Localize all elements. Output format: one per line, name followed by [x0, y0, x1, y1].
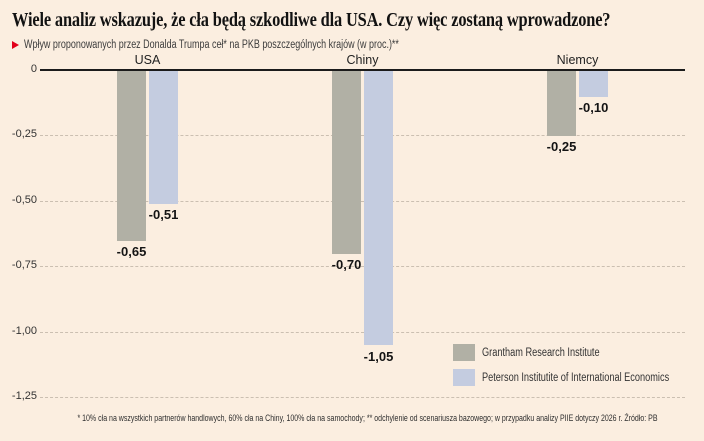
category-label-niemcy: Niemcy — [556, 53, 599, 67]
red-triangle-bullet-icon — [12, 41, 19, 49]
y-tick-label: 0 — [30, 63, 37, 75]
y-tick-label: -0,75 — [11, 259, 37, 272]
bar-usa-series-0 — [117, 70, 146, 241]
value-label: -0,25 — [546, 139, 577, 155]
grid-line — [40, 397, 685, 398]
legend-swatch-gray — [453, 344, 475, 361]
y-tick-label: -1,00 — [11, 324, 37, 337]
y-tick-label: -0,25 — [11, 128, 37, 141]
chart-subtitle: Wpływ proponowanych przez Donalda Trumpa… — [24, 39, 399, 51]
value-label: -0,65 — [116, 244, 147, 260]
grid-line — [40, 200, 685, 202]
page-title: Wiele analiz wskazuje, że cła będą szkod… — [12, 9, 611, 31]
bar-usa-series-1 — [149, 70, 178, 204]
value-label: -1,05 — [363, 348, 394, 364]
y-tick-label: -1,25 — [11, 390, 37, 402]
bar-niemcy-series-1 — [579, 70, 608, 97]
chart-legend: Grantham Research Institute Peterson Ins… — [453, 344, 704, 394]
grid-line — [40, 266, 685, 268]
bar-chiny-series-1 — [364, 70, 393, 346]
legend-swatch-blue — [453, 369, 475, 386]
category-label-usa: USA — [134, 53, 161, 67]
category-label-chiny: Chiny — [346, 53, 379, 67]
value-label: -0,10 — [578, 100, 609, 116]
bar-chiny-series-0 — [332, 70, 361, 254]
chart-subtitle-row: Wpływ proponowanych przez Donalda Trumpa… — [12, 39, 505, 51]
legend-item-peterson: Peterson Institutite of International Ec… — [453, 369, 704, 386]
bar-niemcy-series-0 — [547, 70, 576, 136]
grid-line — [40, 331, 685, 333]
grid-line — [40, 135, 685, 137]
value-label: -0,70 — [331, 257, 362, 273]
value-label: -0,51 — [148, 207, 179, 223]
y-tick-label: -0,50 — [11, 193, 37, 206]
legend-label-grantham: Grantham Research Institute — [482, 346, 600, 359]
legend-item-grantham: Grantham Research Institute — [453, 344, 704, 361]
zero-axis-line — [40, 68, 685, 71]
source-footnote: * 10% cła na wszystkich partnerów handlo… — [77, 413, 658, 423]
legend-label-peterson: Peterson Institutite of International Ec… — [482, 371, 670, 384]
